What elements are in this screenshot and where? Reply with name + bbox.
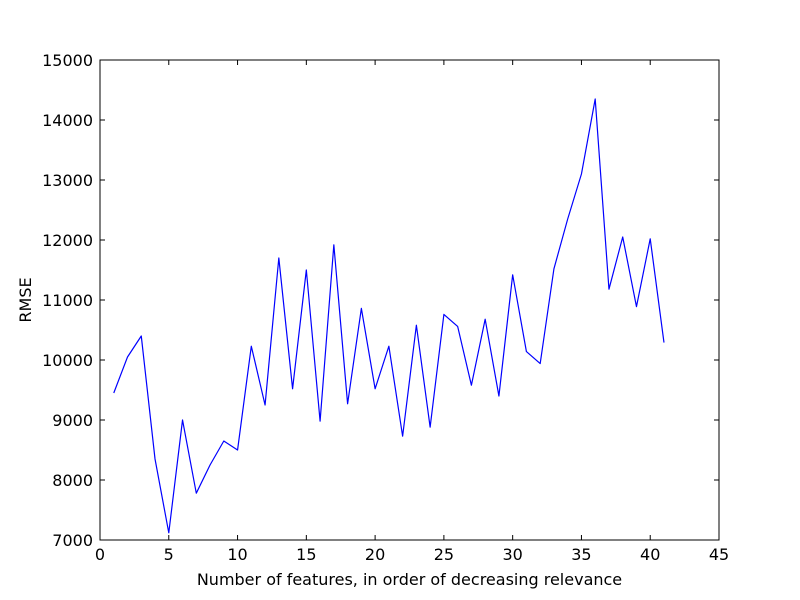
- series-line-0: [113, 98, 665, 534]
- plot-area: [99, 59, 720, 541]
- y-tick-label: 13000: [42, 171, 93, 190]
- axis-ticks: 0 5 10 15 20 25 30 35 40 45 7000 8000 9000 10000 11000…: [42, 51, 729, 564]
- x-tick-label: 5: [164, 545, 174, 564]
- y-tick-label: 8000: [52, 471, 93, 490]
- x-tick-label: 30: [502, 545, 522, 564]
- x-tick-label: 20: [365, 545, 385, 564]
- y-tick-label: 14000: [42, 111, 93, 130]
- y-tick-label: 10000: [42, 351, 93, 370]
- x-axis-label: Number of features, in order of decreasi…: [197, 570, 622, 589]
- y-tick-label: 9000: [52, 411, 93, 430]
- y-tick-label: 15000: [42, 51, 93, 70]
- x-tick-label: 40: [640, 545, 660, 564]
- x-tick-label: 25: [434, 545, 454, 564]
- x-tick-label: 15: [296, 545, 316, 564]
- x-tick-label: 10: [227, 545, 247, 564]
- x-tick-label: 45: [709, 545, 729, 564]
- x-tick-label: 0: [95, 545, 105, 564]
- x-tick-label: 35: [571, 545, 591, 564]
- plot-frame: [99, 59, 720, 541]
- y-tick-label: 7000: [52, 531, 93, 550]
- y-axis-label: RMSE: [16, 277, 35, 322]
- y-tick-label: 11000: [42, 291, 93, 310]
- y-tick-label: 12000: [42, 231, 93, 250]
